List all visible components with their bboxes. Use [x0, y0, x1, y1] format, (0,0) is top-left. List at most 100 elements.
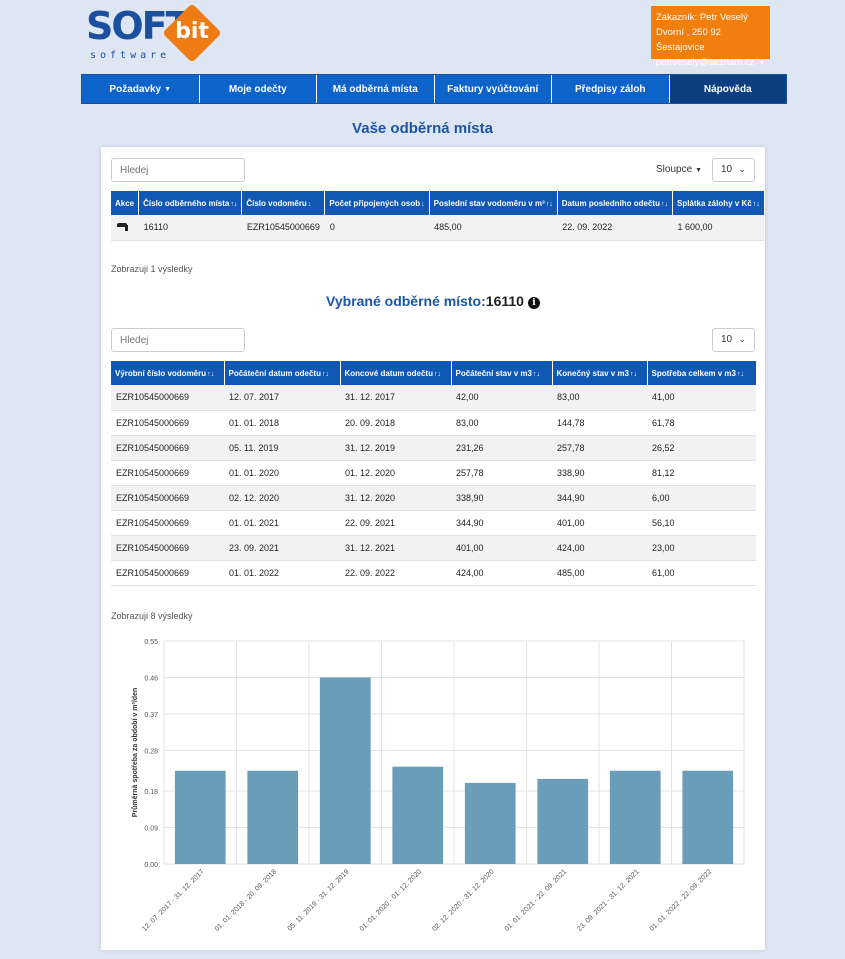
customer-email-dropdown[interactable]: petrvesely@seznam.cz ▼: [656, 57, 766, 68]
nav-ma-odberna-mista[interactable]: Má odběrná místa: [317, 75, 435, 103]
table-cell: 31. 12. 2017: [340, 385, 451, 411]
table-cell: 401,00: [552, 510, 647, 536]
table-cell: 61,00: [647, 560, 756, 586]
table-cell: 01. 01. 2020: [224, 460, 340, 486]
th-posledni-stav[interactable]: Poslední stav vodoměru v m³↑↓: [429, 191, 558, 215]
table-cell: 56,10: [647, 510, 756, 536]
table-cell: 31. 12. 2019: [340, 435, 451, 461]
nav-predpisy-zaloh[interactable]: Předpisy záloh: [552, 75, 670, 103]
table-cell: 344,90: [552, 485, 647, 511]
table-cell: 22. 09. 2021: [340, 510, 451, 536]
table-cell: EZR10545000669: [111, 410, 224, 436]
main-panel: Sloupce▼ 10⌄ Akce Číslo odběrného místa↑…: [101, 147, 765, 950]
table-cell: 485,00: [552, 560, 647, 586]
table-cell: EZR10545000669: [111, 485, 224, 511]
table-cell: 424,00: [451, 560, 552, 586]
table-cell: 257,78: [552, 435, 647, 461]
th-cislo-om[interactable]: Číslo odběrného místa↑↓: [138, 191, 243, 215]
th-vyrobni-cislo[interactable]: Výrobní číslo vodoměru↑↓: [111, 361, 225, 385]
table-cell: 338,90: [552, 460, 647, 486]
table-cell: 02. 12. 2020: [224, 485, 340, 511]
x-tick-label: 01. 01. 2021 - 22. 09. 2021: [504, 868, 568, 932]
th-cislo-vodomeru[interactable]: Číslo vodoměru↓: [241, 191, 326, 215]
table-cell: 338,90: [451, 485, 552, 511]
table-row[interactable]: EZR10545000669 12. 07. 2017 31. 12. 2017 42…: [111, 385, 756, 411]
table-row[interactable]: EZR10545000669 01. 01. 2021 22. 09. 2021 34…: [111, 510, 756, 536]
table-row[interactable]: EZR10545000669 01. 01. 2022 22. 09. 2022 42…: [111, 560, 756, 586]
table-row[interactable]: EZR10545000669 01. 01. 2018 20. 09. 2018 83…: [111, 410, 756, 436]
nav-faktury[interactable]: Faktury vyúčtování: [434, 75, 552, 103]
th-datum-posledniho[interactable]: Datum posledního odečtu↑↓: [557, 191, 673, 215]
table-cell: 01. 01. 2021: [224, 510, 340, 536]
table-cell: 22. 09. 2022: [340, 560, 451, 586]
chevron-down-icon: ⌄: [738, 334, 746, 344]
table-cell: 12. 07. 2017: [224, 385, 340, 411]
caret-down-icon: ▼: [695, 167, 703, 174]
table-cell: 83,00: [451, 410, 552, 436]
table-row[interactable]: EZR10545000669 02. 12. 2020 31. 12. 2020 33…: [111, 485, 756, 511]
table-row[interactable]: EZR10545000669 01. 01. 2020 01. 12. 2020 25…: [111, 460, 756, 486]
page-size-select-1[interactable]: 10 ⌄: [712, 158, 755, 182]
table-cell: 31. 12. 2021: [340, 535, 451, 561]
y-tick-label: 0.55: [144, 639, 158, 646]
table-cell: 26,52: [647, 435, 756, 461]
y-axis-label: Průměrná spotřeba za období v m³/den: [131, 688, 139, 818]
table-cell: 01. 01. 2022: [224, 560, 340, 586]
consumption-bar-chart: 0.00 0.09 0.18 0.28 0.37 0.46 0.55 12. 07. 2017…: [131, 639, 745, 933]
bar-8: [682, 770, 734, 864]
th-akce[interactable]: Akce: [111, 191, 140, 215]
x-tick-label: 02. 12. 2020 - 31. 12. 2020: [431, 868, 495, 932]
main-nav: Požadavky ▼ Moje odečty Má odběrná místa …: [81, 74, 787, 104]
th-pocatecni-datum[interactable]: Počáteční datum odečtu↑↓: [224, 361, 341, 385]
th-spotreba[interactable]: Spotřeba celkem v m3↑↓: [647, 361, 756, 385]
selected-place-title: Vybrané odběrné místo:16110 i: [101, 293, 765, 309]
table-cell: 20. 09. 2018: [340, 410, 451, 436]
x-tick-label: 23. 09. 2021 - 31. 12. 2021: [576, 868, 640, 932]
table-cell: EZR10545000669: [111, 385, 224, 411]
bar-2: [247, 770, 299, 864]
bar-3: [319, 677, 371, 864]
th-konecny-stav[interactable]: Konečný stav v m3↑↓: [552, 361, 648, 385]
page-size-select-2[interactable]: 10 ⌄: [712, 328, 755, 352]
nav-moje-odecty[interactable]: Moje odečty: [199, 75, 317, 103]
table-row[interactable]: 16110 EZR10545000669 0 485,00 22. 09. 20…: [111, 215, 764, 241]
customer-box[interactable]: Zákazník: Petr Veselý Dvorní , 250 92 Še…: [651, 6, 770, 68]
bar-1: [174, 770, 226, 864]
x-tick-label: 01. 01. 2018 - 20. 09. 2018: [214, 868, 278, 932]
th-splatka[interactable]: Splátka zálohy v Kč↑↓: [672, 191, 764, 215]
search-input-odecty[interactable]: [111, 328, 245, 352]
page-title: Vaše odběrná místa: [352, 120, 493, 137]
odecty-table: Výrobní číslo vodoměru↑↓ Počáteční datum…: [111, 361, 756, 586]
y-tick-label: 0.00: [144, 862, 158, 869]
columns-dropdown[interactable]: Sloupce ▼: [656, 164, 703, 175]
th-pocet-osob[interactable]: Počet připojených osob↓: [324, 191, 430, 215]
table-row[interactable]: EZR10545000669 05. 11. 2019 31. 12. 2019 23…: [111, 435, 756, 461]
x-tick-label: 05. 11. 2019 - 31. 12. 2019: [287, 868, 351, 932]
nav-napoveda[interactable]: Nápověda: [669, 75, 786, 103]
table-cell: 23. 09. 2021: [224, 535, 340, 561]
table-cell: EZR10545000669: [111, 510, 224, 536]
y-tick-label: 0.37: [144, 712, 158, 719]
table-cell: 42,00: [451, 385, 552, 411]
table-row[interactable]: EZR10545000669 23. 09. 2021 31. 12. 2021 40…: [111, 535, 756, 561]
logo-software-text: software: [90, 50, 171, 61]
search-input-odberna-mista[interactable]: [111, 158, 245, 182]
x-tick-label: 12. 07. 2017 - 31. 12. 2017: [141, 868, 205, 932]
odberna-mista-table: Akce Číslo odběrného místa↑↓ Číslo vodom…: [111, 191, 764, 241]
table-cell: 424,00: [552, 535, 647, 561]
th-koncove-datum[interactable]: Koncové datum odečtu↑↓: [340, 361, 452, 385]
table-cell: EZR10545000669: [111, 560, 224, 586]
faucet-icon[interactable]: [111, 215, 139, 241]
table-cell: 31. 12. 2020: [340, 485, 451, 511]
table-cell: EZR10545000669: [111, 460, 224, 486]
info-icon[interactable]: i: [527, 297, 540, 309]
customer-name: Zákazník: Petr Veselý: [656, 12, 748, 23]
table-cell: 344,90: [451, 510, 552, 536]
nav-pozadavky[interactable]: Požadavky ▼: [82, 75, 200, 103]
bar-7: [609, 770, 661, 864]
y-tick-label: 0.18: [144, 789, 158, 796]
table-cell: 6,00: [647, 485, 756, 511]
th-pocatecni-stav[interactable]: Počáteční stav v m3↑↓: [451, 361, 553, 385]
softbit-logo[interactable]: SOFT bit software: [86, 3, 222, 64]
chevron-down-icon: ⌄: [738, 164, 746, 174]
